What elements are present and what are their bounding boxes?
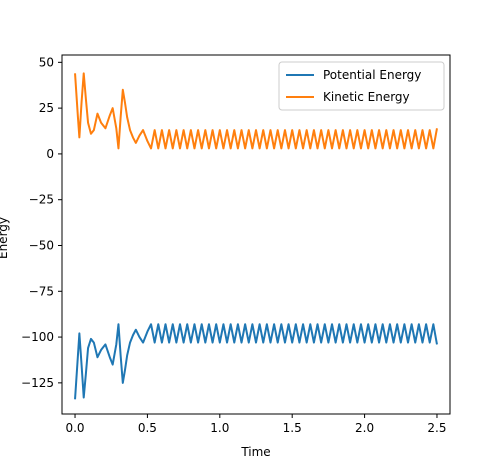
series-lines bbox=[74, 72, 438, 400]
x-tick-label: 2.5 bbox=[427, 421, 446, 435]
legend-label-potential-energy: Potential Energy bbox=[323, 68, 421, 82]
x-axis-ticks: 0.0 0.5 1.0 1.5 2.0 2.5 bbox=[65, 414, 447, 435]
y-tick-label: −50 bbox=[29, 238, 54, 252]
x-tick-label: 0.5 bbox=[138, 421, 157, 435]
y-tick-label: −100 bbox=[21, 330, 54, 344]
legend-label-kinetic-energy: Kinetic Energy bbox=[323, 90, 410, 104]
legend-box bbox=[278, 61, 445, 111]
x-axis-label: Time bbox=[240, 445, 270, 459]
series-line-potential-energy bbox=[74, 323, 438, 400]
y-tick-label: −75 bbox=[29, 284, 54, 298]
y-axis-ticks: 50 25 0 −25 −50 −75 −100 −125 bbox=[21, 55, 62, 390]
y-tick-label: 0 bbox=[46, 147, 54, 161]
y-tick-label: 50 bbox=[39, 55, 54, 69]
series-line-kinetic-energy bbox=[74, 72, 438, 150]
y-axis-label: Energy bbox=[0, 217, 10, 259]
x-tick-label: 0.0 bbox=[65, 421, 84, 435]
x-tick-label: 1.5 bbox=[283, 421, 302, 435]
x-tick-label: 1.0 bbox=[210, 421, 229, 435]
x-tick-label: 2.0 bbox=[355, 421, 374, 435]
y-tick-label: −25 bbox=[29, 193, 54, 207]
legend: Potential Energy Kinetic Energy bbox=[278, 61, 445, 111]
y-tick-label: 25 bbox=[39, 101, 54, 115]
y-tick-label: −125 bbox=[21, 376, 54, 390]
